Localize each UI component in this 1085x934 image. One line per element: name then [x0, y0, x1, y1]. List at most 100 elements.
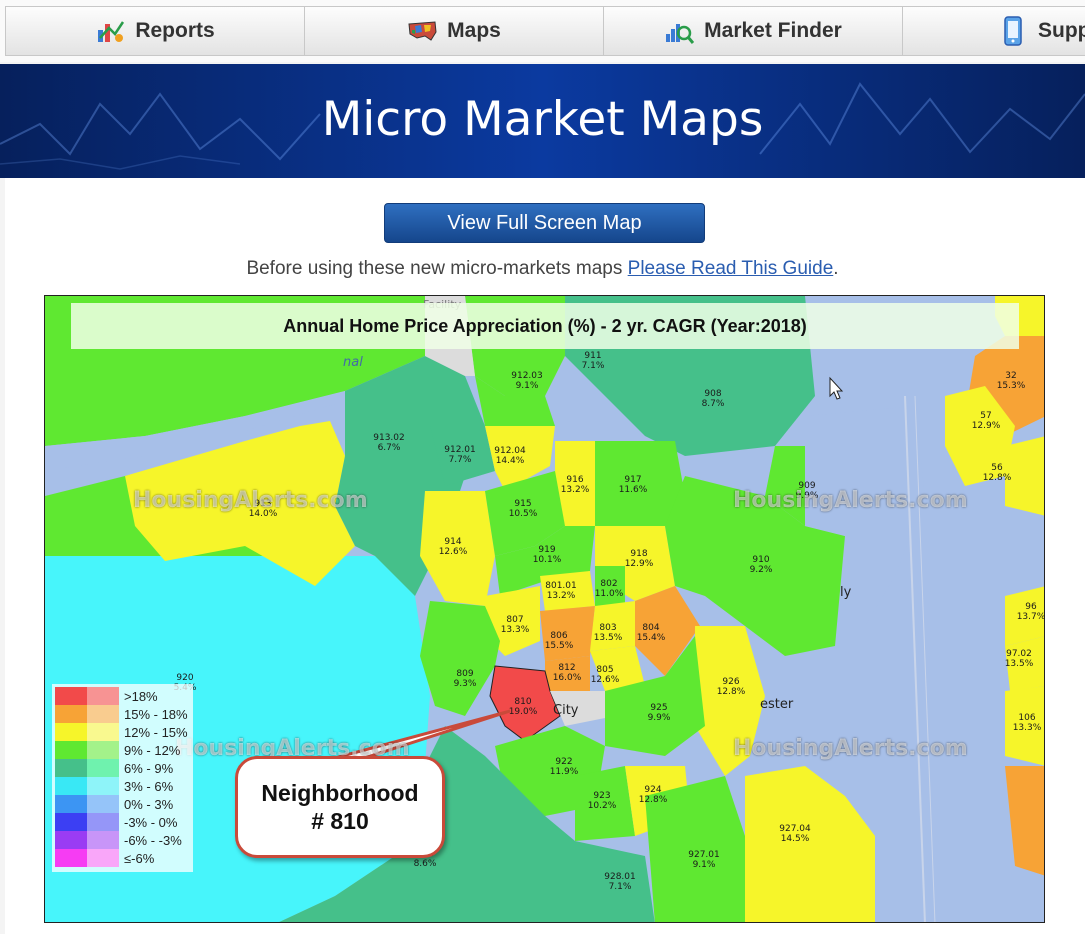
- tract-806: [540, 606, 595, 661]
- tract-805: [590, 646, 645, 691]
- tract-912-01: [430, 426, 495, 486]
- tract-labels: 911 7.1% 912.03 9.1% 908 8.7% 913.02 6.7% 91…: [174, 351, 1045, 892]
- tract-56: [1005, 436, 1044, 516]
- legend-row: >18%: [55, 687, 158, 705]
- callout-line-1: Neighborhood: [261, 780, 419, 806]
- nav-maps[interactable]: Maps: [304, 6, 604, 56]
- tract-label-916: 916 13.2%: [561, 475, 590, 495]
- tract-923: [575, 766, 635, 841]
- nav-reports-label: Reports: [135, 19, 215, 42]
- guide-link[interactable]: Please Read This Guide: [627, 258, 834, 279]
- legend-row: 12% - 15%: [55, 723, 188, 741]
- place-label-ly: ly: [840, 585, 852, 600]
- legend-swatch-light: [87, 831, 119, 849]
- legend-swatch: [55, 705, 87, 723]
- nav-market-finder[interactable]: Market Finder: [603, 6, 903, 56]
- legend-label: 9% - 12%: [124, 742, 181, 758]
- legend-label: >18%: [124, 688, 158, 704]
- watermark: HousingAlerts.com: [133, 488, 368, 513]
- nav-reports[interactable]: Reports: [5, 6, 305, 56]
- tract-927-04: [745, 766, 875, 922]
- legend-swatch-light: [87, 795, 119, 813]
- tract-label-32: 32 15.3%: [997, 371, 1026, 391]
- tract-96: [1005, 586, 1044, 646]
- tract-label-928-01: 928.01 7.1%: [604, 872, 636, 892]
- tract-label-924: 924 12.8%: [639, 785, 668, 805]
- tract-label-927-04: 927.04 14.5%: [779, 824, 811, 844]
- tract-802: [595, 566, 625, 606]
- callout-line-2: # 810: [311, 808, 369, 834]
- usa-map-icon: [407, 16, 437, 46]
- tract-910: [665, 476, 865, 656]
- legend-row: -3% - 0%: [55, 813, 177, 831]
- tract-label-56: 56 12.8%: [983, 463, 1012, 483]
- legend-label: 12% - 15%: [124, 724, 188, 740]
- tract-804: [635, 586, 700, 676]
- legend-swatch-light: [87, 741, 119, 759]
- tract-label-912-03: 912.03 9.1%: [511, 371, 543, 391]
- legend-label: 6% - 9%: [124, 760, 174, 776]
- banner-chart-decoration: [0, 82, 1085, 170]
- place-label-nal: nal: [343, 355, 363, 370]
- tract-label-802: 802 11.0%: [595, 579, 624, 599]
- legend-swatch: [55, 741, 87, 759]
- tract-label-919: 919 10.1%: [533, 545, 562, 565]
- tract-label-807: 807 13.3%: [501, 615, 530, 635]
- page-title: Micro Market Maps: [321, 92, 764, 147]
- legend-swatch-light: [87, 813, 119, 831]
- tract-812: [545, 656, 590, 691]
- market-finder-icon: [664, 16, 695, 46]
- neighborhood-callout: Neighborhood # 810: [235, 756, 445, 858]
- legend-swatch: [55, 849, 87, 867]
- tract-919: [495, 526, 595, 596]
- tract-label-96: 96 13.7%: [1017, 602, 1045, 622]
- watermark: HousingAlerts.com: [733, 736, 968, 761]
- tract-809: [420, 601, 500, 716]
- micro-market-map[interactable]: 911 7.1% 912.03 9.1% 908 8.7% 913.02 6.7% 91…: [44, 295, 1045, 923]
- tract-801-01: [540, 571, 595, 611]
- view-full-screen-map-button[interactable]: View Full Screen Map: [384, 203, 705, 243]
- tract-97-02: [1005, 636, 1044, 691]
- tract-label-913-02: 913.02 6.7%: [373, 433, 405, 453]
- map-title: Annual Home Price Appreciation (%) - 2 y…: [71, 303, 1019, 349]
- tract-label-810: 810 19.0%: [509, 697, 538, 717]
- tract-label-922: 922 11.9%: [550, 757, 579, 777]
- tract-label-913: 913 14.0%: [249, 499, 278, 519]
- legend-row: ≤-6%: [55, 849, 154, 867]
- legend-swatch: [55, 813, 87, 831]
- tract-917: [595, 441, 685, 526]
- legend-swatch-light: [87, 849, 119, 867]
- legend-swatch: [55, 777, 87, 795]
- tract-916: [555, 441, 595, 526]
- tract-914: [420, 491, 495, 606]
- legend-label: 3% - 6%: [124, 778, 174, 794]
- legend-label: -6% - -3%: [124, 832, 182, 848]
- tract-912-04: [485, 426, 555, 491]
- nav-support[interactable]: Supp: [902, 6, 1085, 56]
- tract-915: [485, 471, 565, 556]
- guide-prefix: Before using these new micro-markets map…: [246, 258, 628, 279]
- legend-swatch: [55, 723, 87, 741]
- guide-notice: Before using these new micro-markets map…: [0, 258, 1085, 280]
- legend-label: -3% - 0%: [124, 814, 178, 830]
- map-canvas[interactable]: 911 7.1% 912.03 9.1% 908 8.7% 913.02 6.7% 91…: [45, 296, 1045, 923]
- legend-row: 15% - 18%: [55, 705, 188, 723]
- tract-label-97-02: 97.02 13.5%: [1005, 649, 1034, 669]
- tract-label-911: 911 7.1%: [582, 351, 605, 371]
- legend-label: 15% - 18%: [124, 706, 188, 722]
- top-nav: Reports Maps Market Finder Supp: [0, 0, 1085, 62]
- phone-icon: [998, 16, 1028, 46]
- tract-label-910: 910 9.2%: [750, 555, 773, 575]
- tract-label-923: 923 10.2%: [588, 791, 617, 811]
- tract-label-915: 915 10.5%: [509, 499, 538, 519]
- nav-market-finder-label: Market Finder: [704, 19, 842, 42]
- place-label-city: City: [553, 703, 579, 718]
- legend-swatch: [55, 687, 87, 705]
- nav-support-label: Supp: [1038, 19, 1085, 42]
- tract-label-57: 57 12.9%: [972, 411, 1001, 431]
- tract-label-908: 908 8.7%: [702, 389, 725, 409]
- tract-label-909: 909 9.9%: [796, 481, 819, 501]
- tract-913-02: [335, 356, 485, 596]
- tract-label-912-04: 912.04 14.4%: [494, 446, 526, 466]
- legend-swatch: [55, 795, 87, 813]
